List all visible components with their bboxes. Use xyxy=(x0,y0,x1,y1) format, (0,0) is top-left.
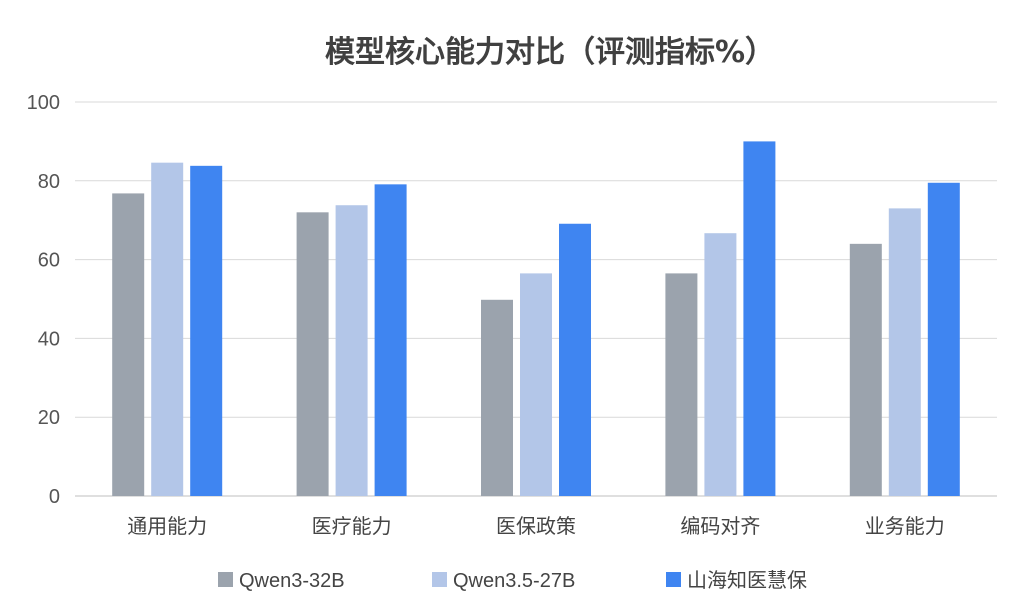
legend-label: 山海知医慧保 xyxy=(687,569,807,592)
y-tick-label: 80 xyxy=(38,171,60,193)
bar-1-2 xyxy=(296,212,329,496)
bar-2-1 xyxy=(151,162,184,496)
y-tick-label: 20 xyxy=(38,407,60,429)
legend-swatch xyxy=(666,572,681,587)
x-category-label: 业务能力 xyxy=(865,514,945,538)
y-tick-label: 60 xyxy=(38,250,60,272)
bar-2-4 xyxy=(704,233,737,496)
x-category-label: 医疗能力 xyxy=(312,514,392,538)
bar-3-3 xyxy=(559,223,591,496)
bar-1-3 xyxy=(481,299,513,496)
y-tick-label: 100 xyxy=(27,92,60,114)
bar-1-4 xyxy=(665,273,698,496)
bar-2-2 xyxy=(335,205,368,496)
y-tick-label: 0 xyxy=(49,486,60,508)
x-category-label: 通用能力 xyxy=(127,514,207,538)
bar-3-2 xyxy=(374,184,407,496)
legend-label: Qwen3-32B xyxy=(239,570,345,592)
x-axis: 通用能力 医疗能力 医保政策 编码对齐 业务能力 xyxy=(127,514,945,538)
legend-swatch xyxy=(432,572,447,587)
x-category-label: 医保政策 xyxy=(496,514,576,538)
legend-swatch xyxy=(218,572,233,587)
legend-label: Qwen3.5-27B xyxy=(453,570,575,592)
bar-3-1 xyxy=(190,165,223,496)
x-category-label: 编码对齐 xyxy=(680,514,760,538)
bars xyxy=(112,141,960,496)
bar-3-4 xyxy=(743,141,776,496)
chart-title: 模型核心能力对比（评测指标%） xyxy=(325,35,775,70)
bar-1-1 xyxy=(112,193,145,496)
bar-2-3 xyxy=(520,273,552,496)
bar-1-5 xyxy=(849,243,882,496)
bar-3-5 xyxy=(927,182,960,496)
bar-2-5 xyxy=(888,208,921,496)
y-axis: 0 20 40 60 80 100 xyxy=(27,92,60,508)
y-tick-label: 40 xyxy=(38,328,60,350)
legend: Qwen3-32B Qwen3.5-27B 山海知医慧保 xyxy=(218,569,807,592)
